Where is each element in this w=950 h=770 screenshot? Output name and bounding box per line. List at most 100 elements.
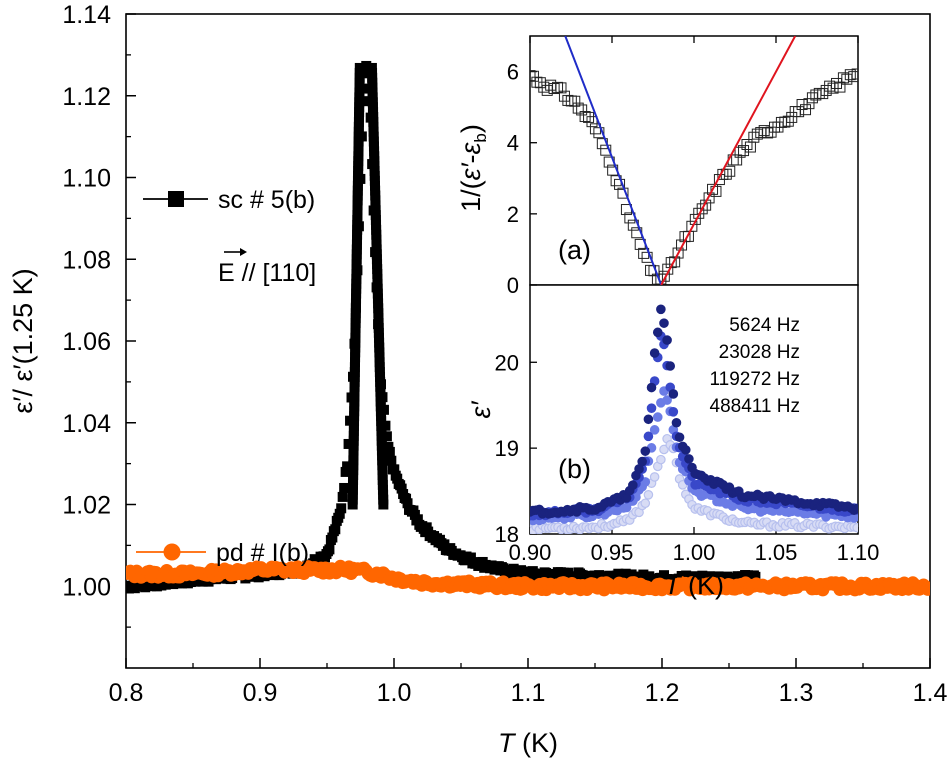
inset-a-data-point [848, 71, 858, 83]
main-x-tick-label: 1.4 [913, 679, 948, 707]
main-axis-ticks: 0.8 0.9 1.0 1.1 1.2 1.3 1.4 1.00 1.02 1.04 1.06 1.0… [62, 1, 947, 707]
inset-a-data-point [803, 98, 815, 110]
sc-data-point [402, 498, 413, 509]
inset-a-marks [530, 36, 858, 285]
inset-a-data-point [530, 70, 539, 82]
inset-a-data-point [669, 256, 681, 268]
inset-b-x-axis-label: T (K) [664, 570, 724, 600]
legend-label-sc: sc # 5(b) [218, 186, 315, 214]
inset-a-panel-label: (a) [558, 235, 591, 265]
inset-a-data-point [834, 81, 846, 93]
inset-a-data-point [600, 144, 612, 156]
inset-b-point-5624 [643, 414, 654, 425]
inset-a-fit-line-high [660, 36, 797, 285]
main-y-axis-label: ε′/ ε′(1.25 K) [8, 268, 38, 413]
inset-b-point-488411 [643, 490, 654, 500]
inset-b-x-tick-label: 0.95 [591, 540, 634, 565]
inset-b-y-tick-label: 18 [495, 522, 519, 547]
freq-label-5624: 5624 Hz [729, 315, 800, 336]
sc-data-point [327, 532, 338, 543]
inset-b-point-119272 [640, 477, 651, 487]
inset-b-marks [530, 304, 858, 534]
sc-data-point [354, 62, 365, 73]
inset-a-data-point [593, 127, 605, 139]
sc-data-point [336, 503, 347, 514]
inset-a-data-point [738, 145, 750, 157]
inset-b-point-119272 [652, 412, 663, 422]
inset-a-y-tick-label: 0 [507, 273, 519, 298]
inset-b-point-5624 [684, 454, 694, 464]
sc-data-point [396, 483, 407, 494]
inset-a-data-point [689, 213, 701, 225]
main-x-axis-label: T (K) [498, 728, 558, 758]
sc-data-point [750, 571, 761, 582]
sc-data-point [337, 491, 348, 502]
inset-b-point-5624 [680, 445, 691, 455]
inset-b-point-5624 [628, 480, 638, 490]
inset-b-ticks: 18 19 20 0.90 0.95 1.00 1.05 1.10 [495, 350, 880, 565]
main-x-axis-label-var: T [498, 728, 517, 758]
inset-a-data-point [583, 111, 595, 123]
freq-label-488411: 488411 Hz [710, 396, 801, 417]
inset-b-y-tick-label: 19 [495, 436, 519, 461]
sc-data-point [343, 438, 354, 449]
inset-a-data-point [586, 116, 598, 128]
sc-data-point [381, 431, 392, 442]
main-x-tick-label: 0.8 [109, 679, 144, 707]
inset-a-frame [529, 35, 859, 286]
inset-b-point-5624 [665, 361, 676, 371]
main-x-axis-label-unit: (K) [515, 728, 559, 758]
sc-data-point [412, 514, 423, 525]
inset-b-point-488411 [659, 444, 669, 455]
sc-data-point [330, 524, 341, 535]
field-annotation: E // [110] [218, 248, 316, 287]
legend-marker-sc [168, 191, 184, 207]
legend-label-pd: pd # I(b) [216, 539, 309, 567]
inset-b-point-5624 [656, 304, 666, 315]
inset-a-data-point [572, 102, 584, 114]
inset-a-data-point [724, 165, 736, 177]
main-x-tick-label: 1.3 [779, 679, 814, 707]
main-y-tick-label: 1.10 [62, 165, 111, 193]
inset-b-x-axis-label-unit: (K) [681, 570, 725, 600]
inset-a-data-point [693, 207, 705, 219]
sc-data-point [324, 544, 335, 555]
inset-b-point-5624 [637, 456, 647, 467]
freq-label-119272: 119272 Hz [710, 369, 801, 390]
sc-data-point [383, 441, 394, 452]
inset-a-data-point [820, 84, 832, 96]
sc-data-point [389, 464, 400, 475]
inset-a-data-point [569, 95, 581, 107]
inset-b-point-488411 [640, 498, 651, 509]
inset-a-y-epsb: ε [456, 141, 486, 154]
inset-b-x-axis-label-var: T [664, 570, 683, 600]
sc-data-point [386, 455, 397, 466]
inset-a-data-point [548, 83, 560, 95]
main-legend: sc # 5(b) pd # I(b) [136, 186, 315, 567]
inset-a-y-tick-label: 2 [507, 202, 519, 227]
inset-a-y-eps: ε′ [456, 163, 486, 181]
inset-a-data-point [562, 94, 574, 106]
inset-b-point-23028 [643, 431, 654, 442]
inset-a-data-point [530, 70, 536, 82]
main-x-tick-label: 1.1 [511, 679, 546, 707]
sc-data-point [384, 446, 395, 457]
inset-a-data-point [782, 115, 794, 127]
inset-b-point-5624 [659, 318, 669, 328]
inset-b-panel-label: (b) [558, 454, 591, 484]
inset-b-point-5624 [652, 327, 663, 338]
inset-b-point-488411 [649, 472, 660, 482]
main-y-tick-label: 1.12 [62, 83, 111, 111]
main-data-marks [126, 60, 930, 597]
inset-a-y-close: ) [456, 124, 486, 133]
freq-label-23028: 23028 Hz [719, 342, 800, 363]
inset-b-point-5624 [649, 348, 660, 358]
inset-b-point-5624 [662, 335, 672, 345]
inset-b-point-119272 [662, 395, 672, 405]
main-x-tick-label: 1.2 [645, 679, 680, 707]
inset-a-data-point [703, 192, 715, 204]
main-y-tick-label: 1.02 [62, 492, 111, 520]
inset-b-point-5624 [671, 417, 682, 428]
